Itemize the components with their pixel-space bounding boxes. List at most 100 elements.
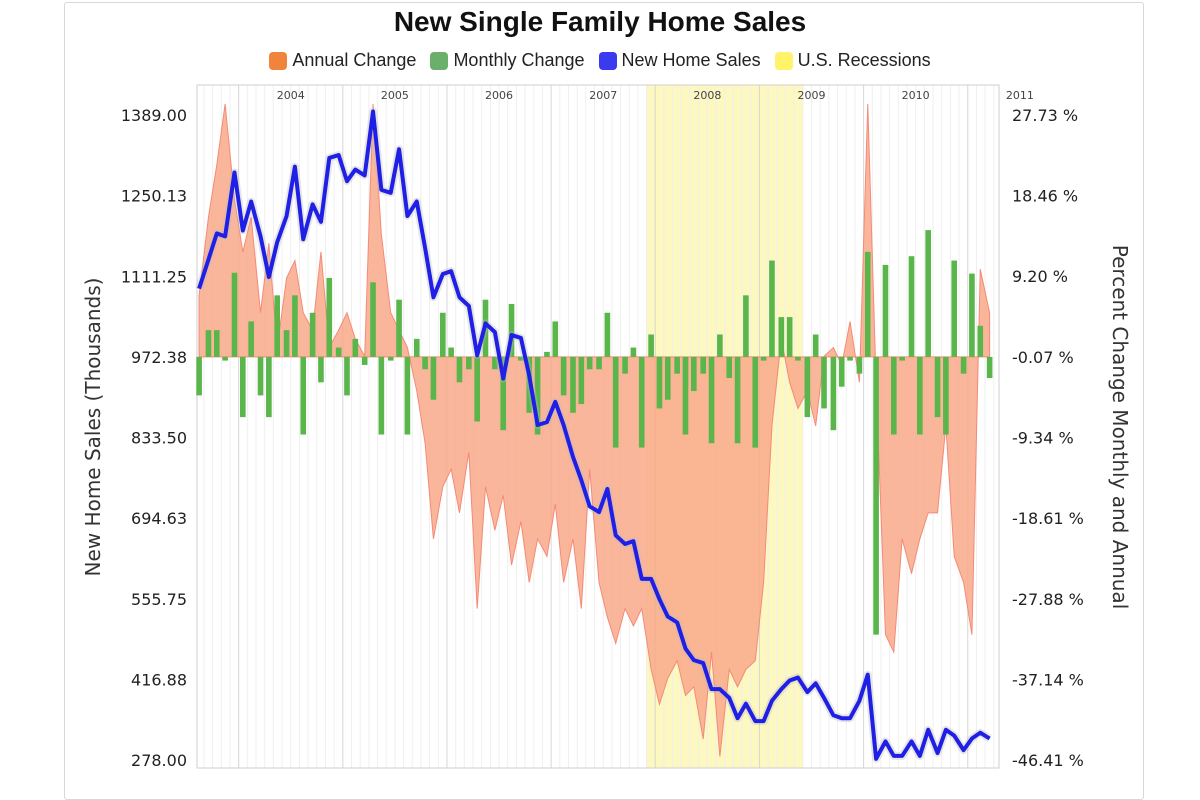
monthly-change-bar: [283, 330, 290, 357]
left-tick-label: 972.38: [131, 348, 187, 367]
monthly-change-bar: [370, 282, 376, 357]
monthly-change-bar: [708, 356, 715, 444]
monthly-change-bar: [448, 347, 454, 357]
monthly-change-bar: [292, 295, 298, 357]
monthly-change-bar: [864, 251, 871, 357]
monthly-change-bar: [492, 356, 498, 370]
monthly-change-bar: [838, 356, 845, 387]
year-label: 2008: [693, 89, 721, 102]
monthly-change-bar: [622, 356, 628, 374]
left-tick-label: 694.63: [131, 509, 187, 528]
monthly-change-bar: [604, 312, 611, 357]
monthly-change-bar: [752, 356, 759, 448]
monthly-change-bar: [422, 356, 428, 370]
monthly-change-bar: [786, 317, 793, 357]
chart-title: New Single Family Home Sales: [393, 6, 807, 37]
monthly-change-bar: [760, 356, 767, 361]
monthly-change-bar: [648, 334, 654, 357]
monthly-change-bar: [396, 299, 402, 357]
legend-label-recessions: U.S. Recessions: [797, 50, 931, 70]
legend-item-recessions[interactable]: U.S. Recessions: [774, 50, 931, 71]
monthly-change-bar: [213, 330, 220, 357]
monthly-change-bar: [664, 356, 671, 400]
monthly-change-bar: [552, 321, 559, 357]
monthly-change-bar: [430, 356, 437, 400]
monthly-change-bar: [612, 356, 619, 448]
new-home-sales-line: [197, 109, 991, 761]
monthly-change-bar: [960, 356, 967, 374]
monthly-change-bar: [309, 312, 316, 357]
right-tick-label: -46.41 %: [1012, 751, 1084, 770]
year-label: 2004: [277, 89, 305, 102]
monthly-change-bar: [413, 338, 420, 357]
monthly-change-bar: [508, 304, 515, 357]
y-axis-label-right: Percent Change Monthly and Annual: [1108, 245, 1132, 609]
year-label: 2005: [381, 89, 409, 102]
monthly-change-bar: [691, 356, 697, 392]
monthly-change-bar: [682, 356, 689, 435]
monthly-change-bar: [856, 356, 863, 374]
monthly-change-bar: [638, 356, 645, 448]
monthly-change-bar: [925, 230, 931, 357]
monthly-change-bar: [378, 356, 385, 435]
left-tick-label: 416.88: [131, 670, 187, 689]
monthly-change-bar: [205, 330, 212, 357]
monthly-change-bar: [596, 356, 602, 370]
monthly-change-bar: [335, 347, 342, 357]
monthly-change-bar: [769, 260, 775, 357]
monthly-change-bar: [578, 356, 585, 405]
monthly-change-bar: [778, 317, 785, 357]
legend-item-annual[interactable]: Annual Change: [269, 50, 416, 71]
monthly-change-bar: [466, 356, 472, 370]
monthly-change-bar: [560, 356, 567, 396]
right-tick-label: -37.14 %: [1012, 670, 1084, 689]
monthly-change-bar: [544, 351, 550, 357]
legend-label-monthly: Monthly Change: [453, 50, 585, 70]
right-tick-label: 27.73 %: [1012, 106, 1078, 125]
legend-item-monthly[interactable]: Monthly Change: [430, 50, 585, 71]
monthly-change-bar: [674, 356, 680, 374]
monthly-change-bar: [240, 356, 246, 418]
monthly-change-bar: [352, 338, 359, 357]
monthly-change-bar: [248, 321, 254, 357]
monthly-change-bar: [656, 356, 663, 409]
monthly-change-bar: [456, 356, 463, 383]
legend-item-sales[interactable]: New Home Sales: [598, 50, 761, 71]
monthly-change-bar: [969, 273, 975, 357]
monthly-change-bar: [804, 356, 811, 418]
left-tick-label: 1250.13: [121, 187, 187, 206]
chart-legend: Annual Change Monthly Change New Home Sa…: [0, 50, 1200, 71]
year-label: 2006: [485, 89, 513, 102]
right-tick-label: 9.20 %: [1012, 267, 1068, 286]
left-tick-label: 833.50: [131, 429, 187, 448]
monthly-change-bar: [196, 356, 202, 396]
monthly-change-bar: [795, 356, 801, 361]
monthly-change-bar: [586, 356, 593, 370]
legend-swatch-annual: [269, 51, 288, 70]
monthly-change-bar: [344, 356, 350, 396]
monthly-change-bar: [908, 256, 915, 357]
monthly-change-bar: [934, 356, 941, 418]
monthly-change-bar: [630, 347, 637, 357]
legend-swatch-recessions: [774, 51, 793, 70]
right-tick-label: -27.88 %: [1012, 590, 1084, 609]
right-tick-label: -0.07 %: [1012, 348, 1074, 367]
left-tick-label: 1389.00: [121, 106, 187, 125]
monthly-change-bar: [500, 356, 507, 431]
legend-swatch-monthly: [430, 51, 449, 70]
monthly-change-bar: [231, 272, 238, 357]
monthly-change-bar: [743, 295, 749, 357]
monthly-change-bar: [266, 356, 272, 418]
monthly-change-bar: [361, 356, 368, 365]
monthly-change-bar: [717, 334, 723, 357]
monthly-change-bar: [812, 334, 819, 357]
monthly-change-bar: [439, 312, 446, 357]
year-label: 2011: [1006, 89, 1034, 102]
right-tick-label: -18.61 %: [1012, 509, 1084, 528]
year-label: 2009: [798, 89, 826, 102]
left-tick-label: 1111.25: [121, 267, 187, 286]
monthly-change-bar: [222, 356, 228, 361]
monthly-change-bar: [986, 356, 993, 378]
legend-swatch-sales: [598, 51, 617, 70]
